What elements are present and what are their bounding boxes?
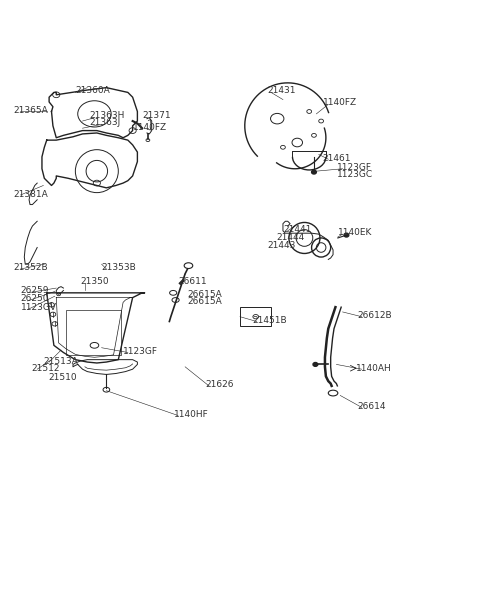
Text: 1140EK: 1140EK [338,228,372,237]
Text: 26615A: 26615A [188,298,222,307]
Text: 1140AH: 1140AH [356,364,392,373]
Text: 21363H: 21363H [90,111,125,120]
Text: 26250: 26250 [21,294,49,303]
Text: 1123GC: 1123GC [337,170,373,179]
Text: 26611: 26611 [178,277,206,286]
Text: 21451B: 21451B [252,316,287,325]
Text: 1123GF: 1123GF [337,163,372,172]
Text: 21626: 21626 [205,380,234,389]
Ellipse shape [344,233,349,237]
Text: 21353B: 21353B [102,263,136,272]
Text: 26614: 26614 [358,402,386,411]
Text: 21371: 21371 [142,111,171,120]
Text: 21365A: 21365A [13,106,48,115]
Text: 21350: 21350 [80,277,109,286]
Text: 1123GF: 1123GF [123,347,158,356]
Text: 1140HF: 1140HF [174,410,209,419]
Text: 21381A: 21381A [13,190,48,199]
Ellipse shape [313,362,318,367]
Text: 21363J: 21363J [90,118,121,127]
Text: 1140FZ: 1140FZ [132,123,167,132]
Text: 26615A: 26615A [188,290,222,299]
Text: 21444: 21444 [276,233,304,242]
Text: 21510: 21510 [48,373,77,382]
Text: 21513A: 21513A [43,356,78,365]
Text: 21360A: 21360A [75,86,110,95]
Text: 21352B: 21352B [13,263,48,272]
Text: 26259: 26259 [21,286,49,295]
Text: 21431: 21431 [267,86,296,95]
Ellipse shape [312,170,316,174]
Text: 21461: 21461 [323,154,351,163]
Text: 21441: 21441 [283,225,312,234]
Text: 21512: 21512 [32,364,60,373]
Text: 1140FZ: 1140FZ [323,98,357,107]
Text: 21443: 21443 [268,241,296,250]
Text: 1123GV: 1123GV [21,303,57,312]
Text: 26612B: 26612B [358,311,392,320]
